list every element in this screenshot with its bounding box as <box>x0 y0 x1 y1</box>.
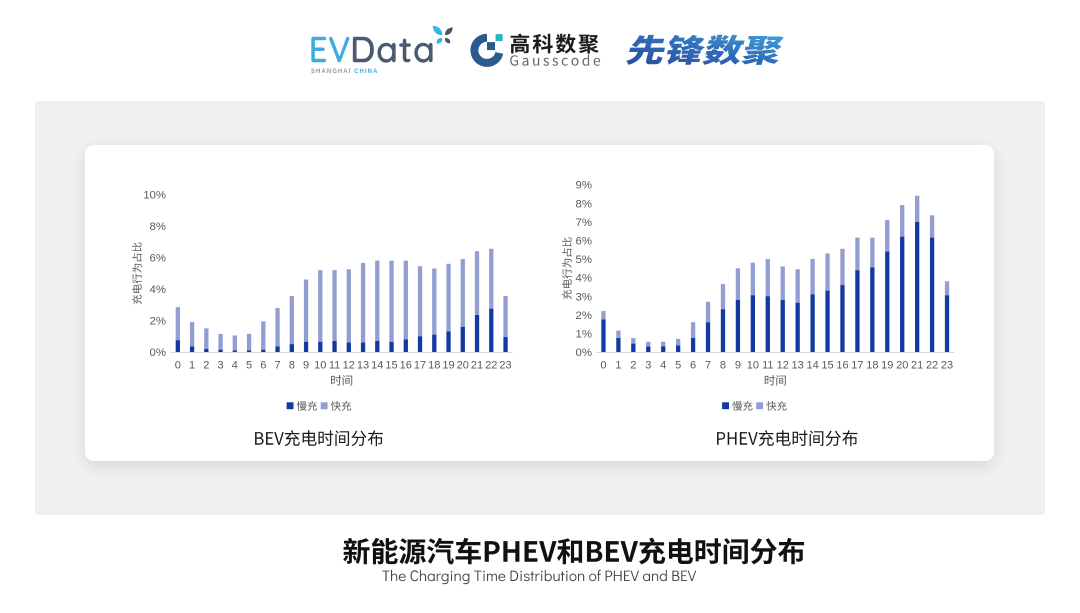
svg-text:15: 15 <box>385 359 397 371</box>
svg-text:21: 21 <box>911 359 923 371</box>
svg-text:0: 0 <box>175 359 181 371</box>
svg-text:6: 6 <box>690 359 696 371</box>
svg-text:SHANGHAI CHINA: SHANGHAI CHINA <box>311 69 378 75</box>
svg-text:10: 10 <box>747 359 759 371</box>
svg-text:2%: 2% <box>576 310 592 322</box>
svg-text:2: 2 <box>630 359 636 371</box>
svg-text:8%: 8% <box>576 198 592 210</box>
svg-text:23: 23 <box>499 359 511 371</box>
svg-text:12: 12 <box>343 359 355 371</box>
svg-text:8: 8 <box>720 359 726 371</box>
svg-text:11: 11 <box>329 359 340 371</box>
svg-text:6%: 6% <box>150 253 166 265</box>
svg-text:17: 17 <box>414 359 426 371</box>
svg-text:23: 23 <box>941 359 953 371</box>
svg-text:7: 7 <box>274 359 280 371</box>
svg-text:4: 4 <box>660 359 666 371</box>
svg-text:10%: 10% <box>143 190 166 202</box>
svg-text:0: 0 <box>600 359 606 371</box>
svg-text:1: 1 <box>189 359 195 371</box>
svg-text:0%: 0% <box>576 347 592 359</box>
svg-text:18: 18 <box>428 359 440 371</box>
svg-text:7%: 7% <box>576 217 592 229</box>
svg-text:9: 9 <box>735 359 741 371</box>
svg-text:12: 12 <box>777 359 789 371</box>
svg-text:14: 14 <box>371 359 383 371</box>
svg-text:2%: 2% <box>150 316 166 328</box>
svg-text:22: 22 <box>926 359 938 371</box>
svg-text:15: 15 <box>821 359 833 371</box>
svg-text:9%: 9% <box>576 180 592 192</box>
svg-text:0%: 0% <box>150 347 166 359</box>
svg-text:13: 13 <box>357 359 369 371</box>
svg-text:20: 20 <box>457 359 469 371</box>
svg-text:14: 14 <box>806 359 818 371</box>
svg-text:8%: 8% <box>150 221 166 233</box>
svg-text:8: 8 <box>289 359 295 371</box>
svg-text:22: 22 <box>485 359 497 371</box>
svg-text:4: 4 <box>232 359 238 371</box>
svg-text:4%: 4% <box>150 284 166 296</box>
svg-text:19: 19 <box>881 359 893 371</box>
svg-text:13: 13 <box>792 359 804 371</box>
svg-text:16: 16 <box>836 359 848 371</box>
svg-text:18: 18 <box>866 359 878 371</box>
svg-text:6%: 6% <box>576 236 592 248</box>
svg-text:7: 7 <box>705 359 711 371</box>
svg-text:21: 21 <box>471 359 483 371</box>
svg-text:5: 5 <box>675 359 681 371</box>
svg-text:9: 9 <box>303 359 309 371</box>
svg-text:17: 17 <box>851 359 863 371</box>
svg-text:1: 1 <box>615 359 621 371</box>
svg-text:20: 20 <box>896 359 908 371</box>
svg-text:5%: 5% <box>576 254 592 266</box>
svg-text:1%: 1% <box>576 329 592 341</box>
svg-text:6: 6 <box>260 359 266 371</box>
svg-text:10: 10 <box>314 359 326 371</box>
svg-text:2: 2 <box>203 359 209 371</box>
svg-text:5: 5 <box>246 359 252 371</box>
svg-text:3%: 3% <box>576 291 592 303</box>
svg-text:19: 19 <box>442 359 454 371</box>
svg-text:16: 16 <box>400 359 412 371</box>
svg-text:3: 3 <box>645 359 651 371</box>
svg-text:11: 11 <box>762 359 773 371</box>
svg-text:4%: 4% <box>576 273 592 285</box>
svg-text:3: 3 <box>218 359 224 371</box>
